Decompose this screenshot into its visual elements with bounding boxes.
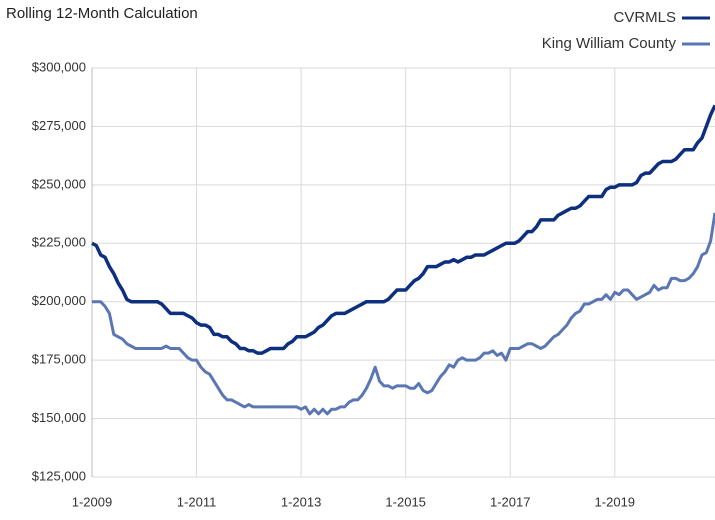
legend-label: CVRMLS [613, 9, 676, 26]
series-line [92, 212, 715, 416]
x-tick-label: 1-2009 [72, 494, 112, 509]
x-tick-label: 1-2019 [595, 494, 635, 509]
y-tick-label: $150,000 [32, 410, 86, 425]
y-tick-label: $300,000 [32, 59, 86, 74]
y-tick-label: $250,000 [32, 176, 86, 191]
y-tick-label: $125,000 [32, 468, 86, 483]
y-tick-label: $200,000 [32, 293, 86, 308]
x-tick-label: 1-2011 [177, 494, 217, 509]
x-tick-label: 1-2015 [385, 494, 425, 509]
x-tick-label: 1-2013 [281, 494, 321, 509]
y-tick-label: $275,000 [32, 118, 86, 133]
x-tick-label: 1-2017 [490, 494, 530, 509]
chart-title: Rolling 12-Month Calculation [6, 5, 198, 22]
legend-label: King William County [542, 35, 677, 52]
y-tick-label: $225,000 [32, 235, 86, 250]
series-line [91, 104, 715, 355]
y-tick-label: $175,000 [32, 352, 86, 367]
